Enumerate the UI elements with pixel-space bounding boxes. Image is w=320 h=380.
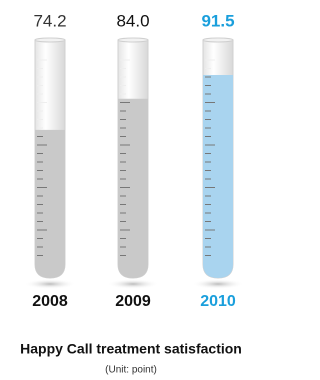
chart-title: Happy Call treatment satisfaction (20, 341, 242, 357)
tube-fill (118, 99, 148, 278)
x-tick-label: 2010 (200, 293, 236, 310)
tube-rim (203, 38, 233, 42)
x-tick-label: 2009 (115, 293, 151, 310)
tube-fill (203, 75, 233, 278)
tube-shadow (107, 279, 159, 289)
value-label: 84.0 (116, 11, 149, 30)
x-tick-label: 2008 (32, 293, 68, 310)
tube-rim (118, 38, 148, 42)
tube-shadow (24, 279, 76, 289)
value-label: 91.5 (201, 11, 234, 30)
tube-shadow (192, 279, 244, 289)
tube-rim (35, 38, 65, 42)
chart-subtitle: (Unit: point) (105, 365, 157, 376)
chart: Happy Call treatment satisfaction (Unit:… (0, 0, 263, 380)
value-label: 74.2 (33, 11, 66, 30)
